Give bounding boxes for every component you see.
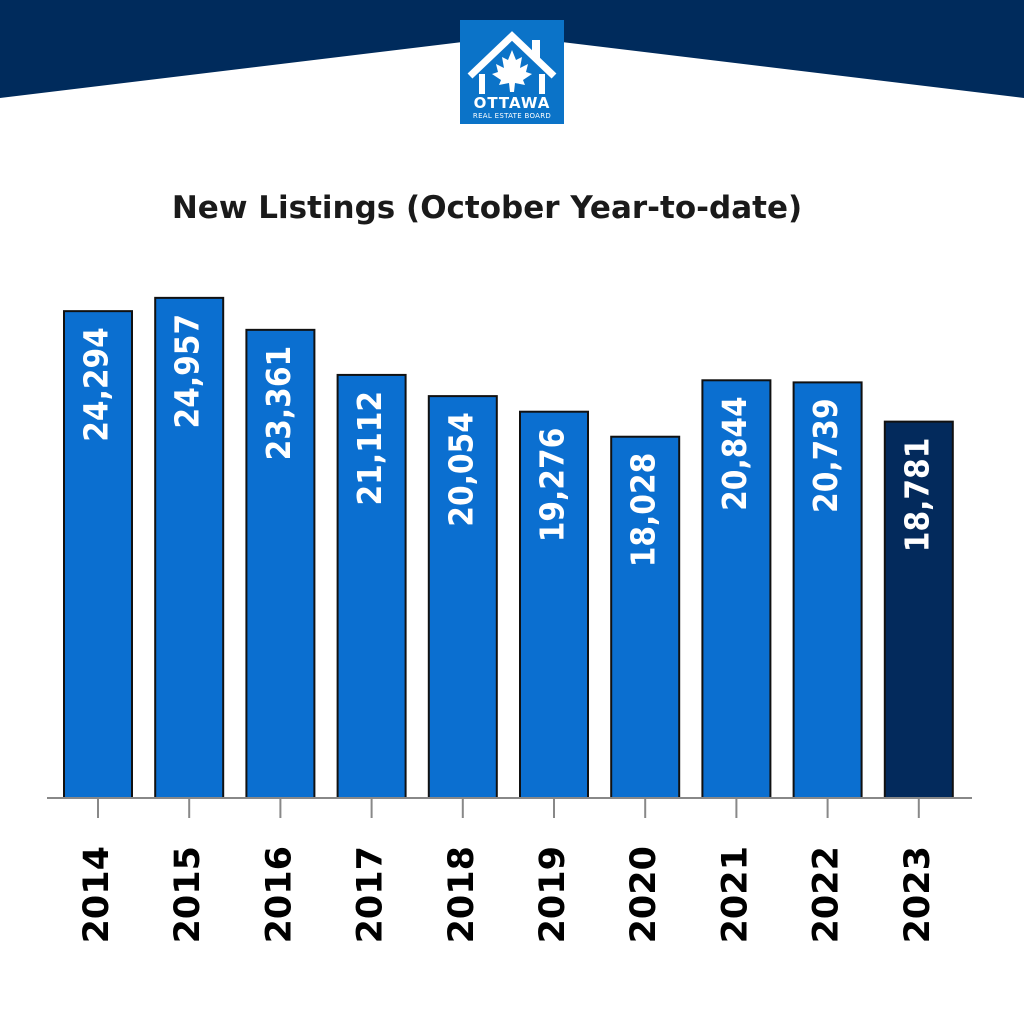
header-banner [0,0,1024,98]
bars-layer: 24,294 24,957 23,361 21,112 20,054 19,276 18,0… [63,296,954,799]
x-tick-label-2015: 2015 [168,846,208,943]
bar-value-label-2019: 19,276 [533,428,572,543]
chart-title: New Listings (October Year-to-date) [171,190,803,226]
logo-text-board: REAL ESTATE BOARD [472,112,552,120]
bar-value-label-2022: 20,739 [806,398,845,513]
bar-value-label-2016: 23,361 [259,346,298,461]
logo-text-ottawa: OTTAWA [473,94,551,112]
bar-2021 [701,379,772,799]
x-tick-label-2016: 2016 [259,846,299,943]
board-logo: OTTAWA REAL ESTATE BOARD [460,20,564,124]
x-tick-label-2018: 2018 [442,846,482,943]
bar-value-label-2021: 20,844 [715,396,754,511]
bar-value-label-2017: 21,112 [350,391,389,506]
x-tick-label-2022: 2022 [807,846,847,943]
x-tick-label-2017: 2017 [351,846,391,943]
header-banner-shape [0,0,1024,98]
bar-value-label-2018: 20,054 [441,412,480,527]
x-tick-label-2014: 2014 [77,846,117,943]
bar-value-label-2020: 18,028 [624,453,663,568]
bar-2016 [245,328,316,799]
bar-2020 [610,435,681,799]
bar-2022 [792,381,863,799]
x-tick-label-2021: 2021 [715,846,755,943]
bar-value-label-2014: 24,294 [77,327,116,442]
x-tick-label-2023: 2023 [898,846,938,943]
bar-2014 [63,310,133,799]
ticks-layer: 2014 2015 2016 2017 2018 2019 2020 2021 2022 2023 [77,798,938,943]
x-tick-label-2019: 2019 [533,846,573,943]
house-maple-leaf-icon [460,20,564,124]
bar-value-label-2015: 24,957 [168,314,207,429]
bar-value-label-2023: 18,781 [897,438,936,553]
bar-2018 [427,395,498,799]
x-tick-label-2020: 2020 [624,846,664,943]
